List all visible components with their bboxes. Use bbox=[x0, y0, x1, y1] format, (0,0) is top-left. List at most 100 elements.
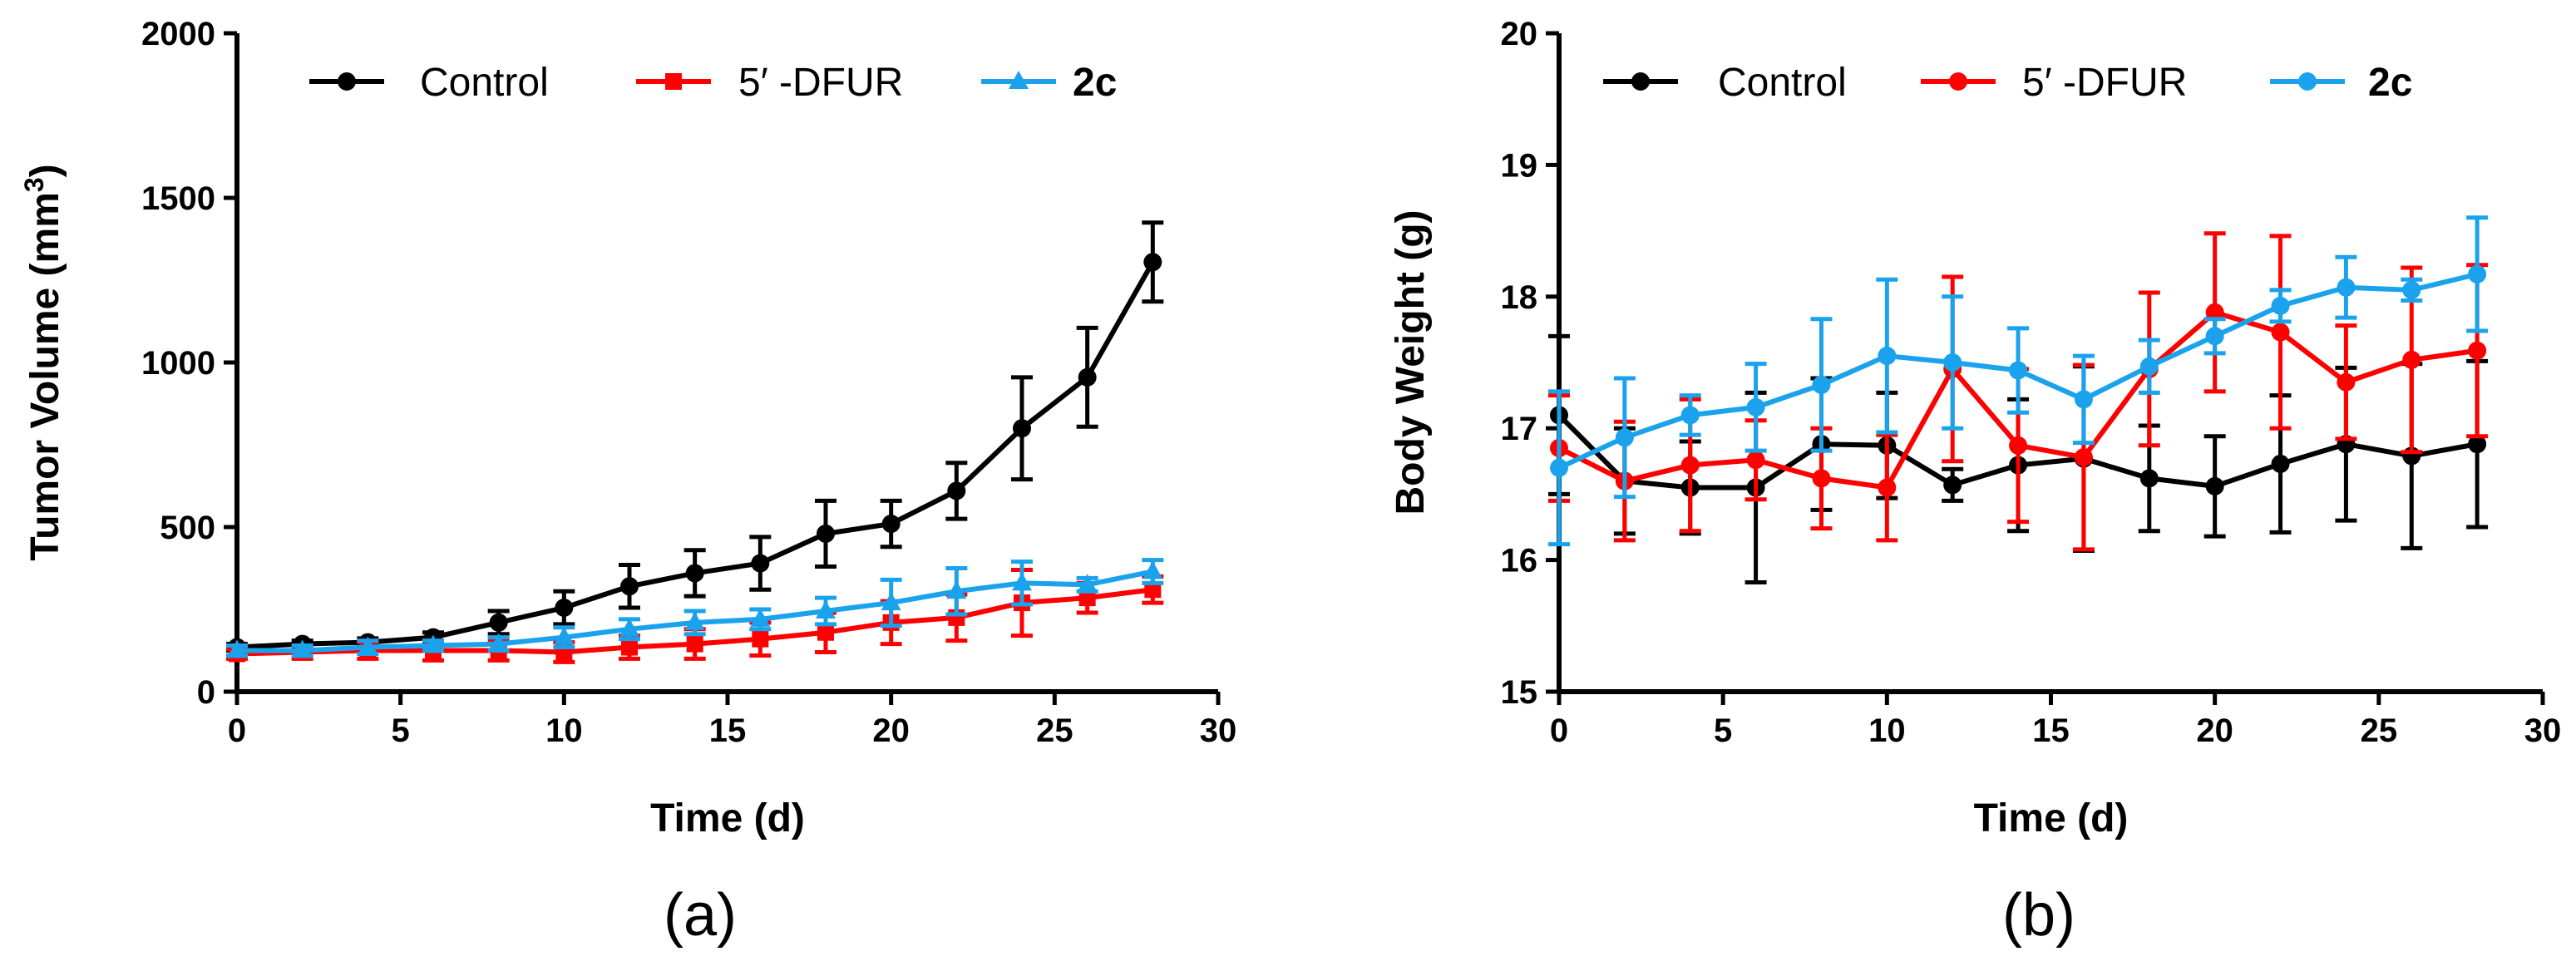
data-point bbox=[2205, 327, 2224, 346]
x-tick-label: 5 bbox=[392, 712, 410, 749]
data-point bbox=[1550, 458, 1568, 477]
data-point bbox=[2337, 372, 2356, 392]
data-point bbox=[684, 611, 705, 630]
legend-marker bbox=[1631, 72, 1650, 91]
data-point bbox=[2271, 454, 2290, 473]
legend-label: 2c bbox=[1073, 61, 1117, 105]
x-tick-label: 10 bbox=[545, 712, 583, 749]
chart-panel-b: 0 5 10 15 20 25 30 15 16 17 18 19 20 Time (d) Body Wei… bbox=[1389, 16, 2561, 840]
legend-marker bbox=[665, 73, 682, 90]
y-tick-label: 2000 bbox=[141, 16, 215, 52]
data-point bbox=[488, 633, 509, 652]
legend-label: Control bbox=[420, 61, 549, 105]
data-point bbox=[686, 635, 703, 653]
data-point bbox=[1943, 353, 1962, 372]
data-point bbox=[2205, 476, 2224, 495]
legend-entry: 5′ -DFUR bbox=[1921, 61, 2187, 105]
series-2c bbox=[1548, 215, 2489, 547]
y-tick-label: 16 bbox=[1501, 543, 1538, 579]
y-tick-label: 20 bbox=[1501, 16, 1538, 52]
panel-label-b: (b) bbox=[2002, 882, 2075, 949]
x-tick-label: 10 bbox=[1868, 712, 1906, 749]
legend-marker bbox=[338, 72, 356, 91]
legend-entry: 2c bbox=[981, 61, 1117, 105]
data-point bbox=[1812, 469, 1831, 488]
data-point bbox=[1680, 406, 1700, 425]
y-axis-title-superscript: 3 bbox=[19, 177, 49, 192]
legend-marker bbox=[2298, 72, 2317, 91]
y-tick-label: 19 bbox=[1501, 147, 1538, 184]
y-axis-title: Tumor Volume (mm3) bbox=[19, 164, 67, 560]
data-point bbox=[2468, 341, 2487, 360]
legend-label: Control bbox=[1718, 61, 1847, 105]
data-point bbox=[2074, 390, 2093, 409]
data-point bbox=[423, 634, 443, 653]
data-point bbox=[621, 638, 638, 656]
data-point bbox=[2271, 296, 2290, 315]
data-point bbox=[817, 524, 835, 543]
data-point bbox=[1615, 428, 1634, 447]
data-point bbox=[881, 515, 901, 534]
y-axis-title: Body Weight (g) bbox=[1389, 209, 1433, 515]
data-point bbox=[358, 636, 378, 655]
data-point bbox=[1878, 478, 1897, 497]
chart-panel-a: 0 5 10 15 20 25 30 0 500 1000 1500 2000 Time (d) Tumo… bbox=[19, 16, 1236, 840]
y-tick-label: 0 bbox=[197, 674, 215, 711]
y-tick-label: 500 bbox=[160, 510, 215, 546]
x-tick-label: 25 bbox=[2361, 712, 2398, 749]
data-point bbox=[554, 626, 575, 645]
data-point bbox=[292, 639, 313, 658]
data-point bbox=[2271, 323, 2290, 342]
x-tick-label: 5 bbox=[1714, 712, 1732, 749]
x-tick-label: 25 bbox=[1036, 712, 1073, 749]
data-point bbox=[489, 613, 508, 632]
x-tick-label: 0 bbox=[228, 712, 246, 749]
data-point bbox=[1878, 347, 1897, 366]
data-point bbox=[2009, 361, 2028, 380]
data-point bbox=[1078, 367, 1097, 387]
data-point bbox=[2468, 264, 2487, 283]
legend-label: 5′ -DFUR bbox=[738, 61, 903, 105]
data-point bbox=[227, 639, 247, 658]
data-point bbox=[1746, 397, 1765, 417]
legend-entry: 5′ -DFUR bbox=[636, 61, 903, 105]
y-tick-label: 1500 bbox=[141, 180, 215, 217]
data-point bbox=[2074, 448, 2093, 467]
data-point bbox=[1943, 476, 1962, 495]
data-point bbox=[751, 554, 770, 573]
x-tick-label: 15 bbox=[2032, 712, 2070, 749]
data-point bbox=[2402, 280, 2421, 299]
legend-entry: 2c bbox=[2270, 61, 2412, 105]
data-point bbox=[685, 564, 704, 583]
data-point bbox=[1012, 572, 1032, 591]
x-tick-label: 30 bbox=[2524, 712, 2562, 749]
legend-marker bbox=[1009, 71, 1029, 89]
x-axis-title: Time (d) bbox=[1974, 796, 2129, 840]
data-point bbox=[2468, 435, 2487, 454]
y-tick-label: 15 bbox=[1501, 674, 1538, 711]
legend-label: 5′ -DFUR bbox=[2022, 61, 2187, 105]
data-point bbox=[750, 608, 771, 627]
data-point bbox=[1013, 419, 1031, 438]
data-point bbox=[620, 577, 639, 596]
x-tick-label: 0 bbox=[1550, 712, 1568, 749]
data-point bbox=[2009, 436, 2028, 455]
data-point bbox=[1680, 456, 1700, 475]
data-point bbox=[1078, 589, 1096, 607]
y-tick-label: 17 bbox=[1501, 411, 1538, 447]
data-point bbox=[2402, 350, 2421, 369]
x-axis-title: Time (d) bbox=[650, 796, 805, 840]
x-tick-label: 15 bbox=[709, 712, 747, 749]
data-point bbox=[2337, 278, 2356, 297]
y-tick-label: 18 bbox=[1501, 279, 1538, 316]
data-point bbox=[1143, 253, 1162, 272]
data-point bbox=[1812, 375, 1831, 394]
y-tick-label: 1000 bbox=[141, 345, 215, 382]
data-point bbox=[881, 592, 901, 611]
data-point bbox=[1746, 451, 1765, 470]
data-point bbox=[619, 618, 639, 637]
data-point bbox=[816, 599, 836, 619]
panel-label-a: (a) bbox=[664, 882, 737, 949]
data-point bbox=[2139, 469, 2159, 488]
